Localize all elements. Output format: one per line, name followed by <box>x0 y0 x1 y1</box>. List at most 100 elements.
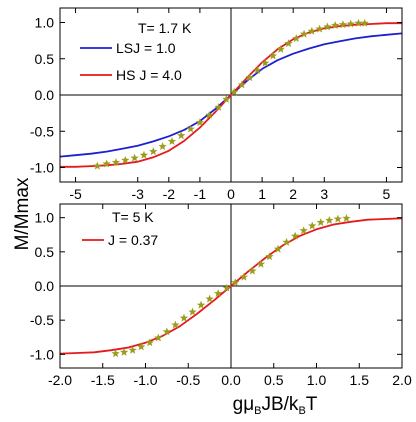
data-point-star <box>186 124 195 133</box>
data-point-star <box>213 289 223 298</box>
panels: LSJ = 1.0 HS J = 4.0 -5 -3 -2 -1 0 1 2 3 5 -1.0 -0.5… <box>30 7 412 388</box>
data-point-star <box>214 102 223 111</box>
y-tick-label: 1.0 <box>35 210 55 226</box>
x-tick-label: -2.0 <box>48 372 72 388</box>
y-tick-label: 0.5 <box>35 51 55 67</box>
y-tick-label: 0.5 <box>35 244 55 260</box>
data-point-star <box>188 307 197 316</box>
data-point-star <box>316 218 325 227</box>
data-point-star <box>237 80 247 89</box>
y-tick-label: -0.5 <box>30 123 54 139</box>
x-tick-label: -1 <box>194 186 207 202</box>
data-point-star <box>342 213 351 222</box>
temperature-annotation: T= 5 K <box>112 209 154 225</box>
data-point-star <box>130 153 139 162</box>
data-point-star <box>162 327 172 336</box>
panel-top: LSJ = 1.0 HS J = 4.0 -5 -3 -2 -1 0 1 2 3 5 -1.0 -0.5… <box>30 7 403 202</box>
x-tick-label: 0.0 <box>221 372 241 388</box>
data-point-star <box>111 349 120 358</box>
data-point-star <box>338 20 348 29</box>
data-point-star <box>282 237 291 246</box>
x-tick-label: 1 <box>258 186 266 202</box>
data-point-star <box>196 300 206 309</box>
data-point-star <box>229 87 239 96</box>
data-point-star <box>195 118 205 127</box>
data-point-star <box>308 221 317 230</box>
x-tick-label: -2 <box>163 186 176 202</box>
data-point-star <box>171 320 180 329</box>
x-axis-label-part: B <box>254 405 261 417</box>
x-tick-label: -0.5 <box>176 372 200 388</box>
data-point-star <box>276 44 285 53</box>
data-point-star <box>245 73 254 82</box>
x-axis-label-part: B <box>298 405 305 417</box>
data-point-star <box>290 231 300 240</box>
x-axis-label-part: μ <box>243 394 254 415</box>
data-point-star <box>154 333 163 342</box>
data-point-star <box>158 142 167 151</box>
data-point-star <box>292 34 301 43</box>
y-tick-label: 0.0 <box>35 278 55 294</box>
plot-area <box>60 213 402 358</box>
data-point-star <box>268 51 278 60</box>
data-point-star <box>333 214 343 223</box>
x-tick-label: -5 <box>69 186 82 202</box>
data-point-star <box>284 39 293 48</box>
data-point-star <box>265 252 274 261</box>
x-tick-label: 2.0 <box>392 372 412 388</box>
x-tick-label: 1.0 <box>307 372 327 388</box>
x-tick-label: 0 <box>227 186 235 202</box>
legend-label: J = 0.37 <box>108 232 158 248</box>
data-point-star <box>145 338 154 347</box>
data-point-star <box>93 161 102 170</box>
data-point-star <box>261 58 270 67</box>
x-tick-label: 5 <box>383 186 391 202</box>
data-point-star <box>205 294 214 303</box>
data-points <box>111 213 351 358</box>
data-point-star <box>299 29 309 38</box>
series-line <box>60 217 402 355</box>
data-point-star <box>222 94 231 103</box>
data-point-star <box>253 65 262 74</box>
data-point-star <box>323 22 332 31</box>
data-point-star <box>177 131 186 140</box>
data-point-star <box>248 266 257 275</box>
data-point-star <box>346 19 355 28</box>
data-point-star <box>137 342 146 351</box>
data-point-star <box>256 259 266 268</box>
data-point-star <box>139 150 149 159</box>
plot-area <box>60 18 402 170</box>
x-tick-label: -3 <box>132 186 145 202</box>
data-point-star <box>121 155 130 164</box>
y-tick-label: -1.0 <box>30 160 54 176</box>
data-point-star <box>325 215 334 224</box>
data-point-star <box>119 347 129 356</box>
data-point-star <box>205 110 214 119</box>
x-tick-label: 3 <box>320 186 328 202</box>
data-point-star <box>167 136 177 145</box>
data-point-star <box>299 226 308 235</box>
x-axis-label-part: T <box>306 394 318 415</box>
data-point-star <box>149 147 158 156</box>
legend-label: HS J = 4.0 <box>116 67 182 83</box>
x-tick-label: 0.5 <box>264 372 284 388</box>
data-point-star <box>273 244 283 253</box>
data-point-star <box>360 18 369 27</box>
y-tick-label: -1.0 <box>30 346 54 362</box>
data-point-star <box>111 158 121 167</box>
data-point-star <box>307 26 317 35</box>
temperature-annotation: T= 1.7 K <box>138 20 192 36</box>
x-tick-label: 1.5 <box>350 372 370 388</box>
data-points <box>93 18 369 170</box>
x-tick-label: -1.5 <box>91 372 115 388</box>
x-tick-label: -1.0 <box>133 372 157 388</box>
panel-bottom: J = 0.37 -2.0 -1.5 -1.0 -0.5 0.0 0.5 1.0 1.5 2.0 -… <box>30 203 412 388</box>
legend-label: LSJ = 1.0 <box>116 40 176 56</box>
x-axis-label-part: g <box>233 394 244 415</box>
data-point-star <box>315 24 324 33</box>
x-axis-label: gμBJB/kBT <box>233 394 318 417</box>
data-point-star <box>222 283 231 292</box>
data-point-star <box>179 313 189 322</box>
y-tick-label: 1.0 <box>35 15 55 31</box>
